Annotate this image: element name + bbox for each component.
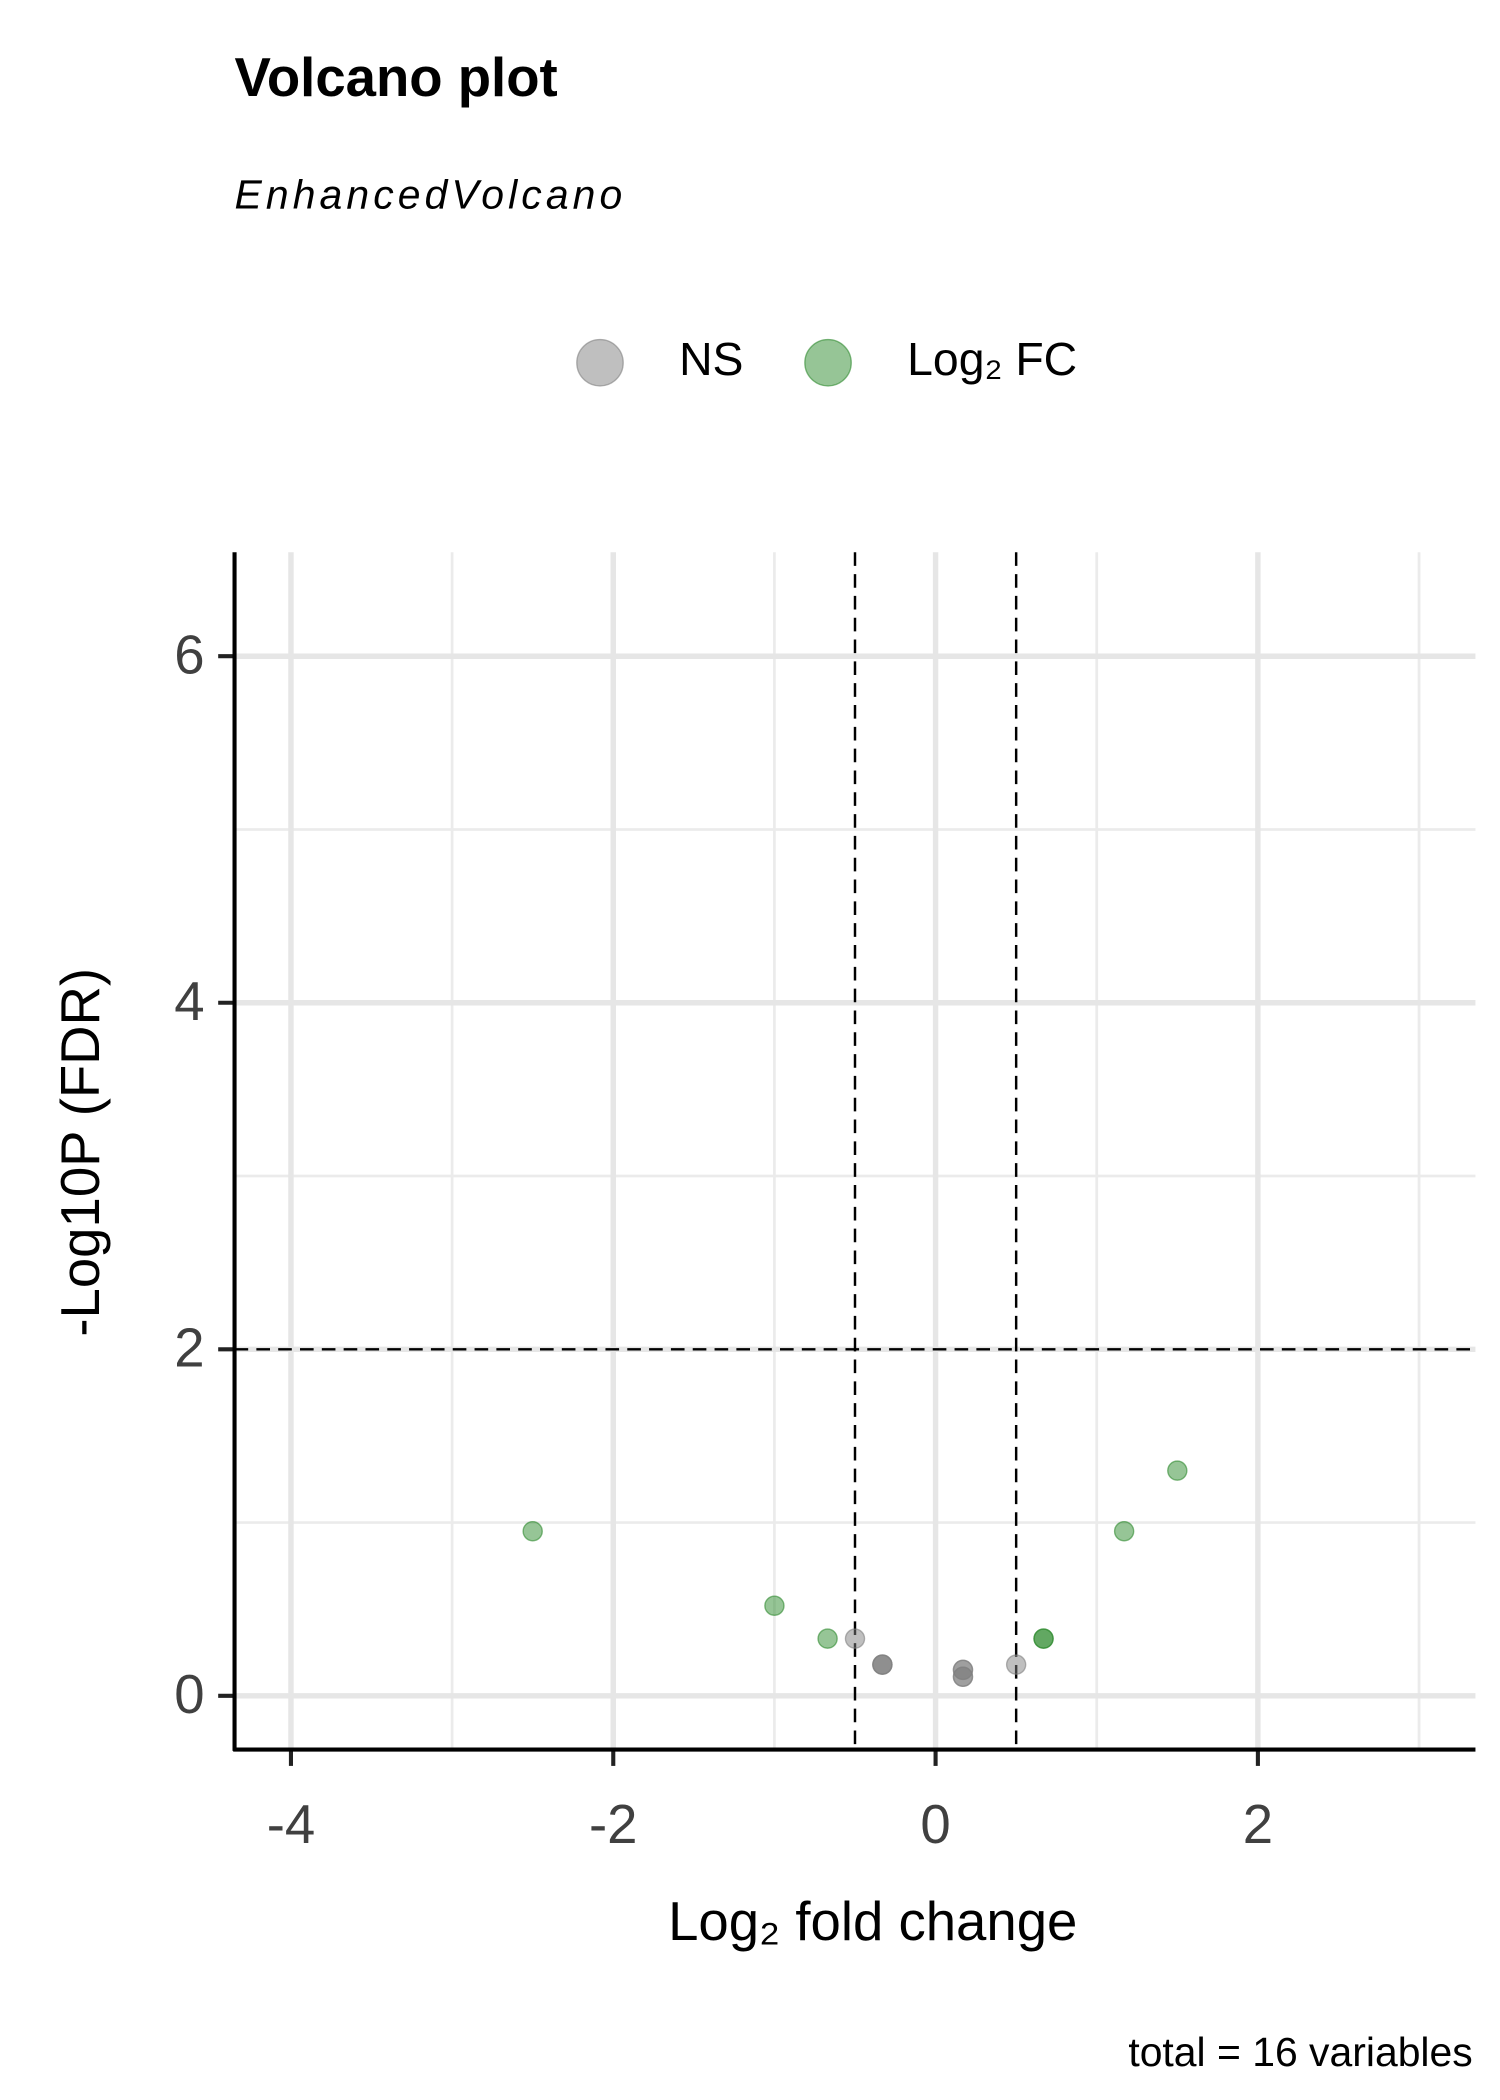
point [1167,1460,1188,1481]
x-axis-label: Log₂ fold change [668,1891,1077,1952]
y-axis-label: -Log10P (FDR) [50,968,111,1337]
point [1005,1654,1027,1675]
x-tick-label: 2 [1243,1794,1273,1855]
y-tick-label: 2 [174,1317,204,1378]
point [1113,1521,1135,1542]
caption: total = 16 variables [1128,2029,1472,2075]
legend-label: NS [679,333,743,385]
y-tick-label: 0 [174,1664,204,1725]
point [764,1595,785,1616]
point [1033,1628,1054,1649]
chart-title: Volcano plot [235,47,558,108]
chart-subtitle: EnhancedVolcano [235,172,627,218]
point [844,1628,866,1649]
x-tick-label: -2 [589,1794,638,1855]
x-tick-label: -4 [267,1794,316,1855]
point [817,1628,838,1649]
point [952,1666,974,1688]
x-tick-label: 0 [920,1794,950,1855]
point [522,1521,543,1542]
legend-marker [576,338,624,387]
legend-label: Log₂ FC [907,333,1077,385]
y-tick-label: 4 [174,971,204,1032]
y-tick-label: 6 [174,624,204,685]
legend-marker [804,338,852,387]
point [872,1654,893,1675]
